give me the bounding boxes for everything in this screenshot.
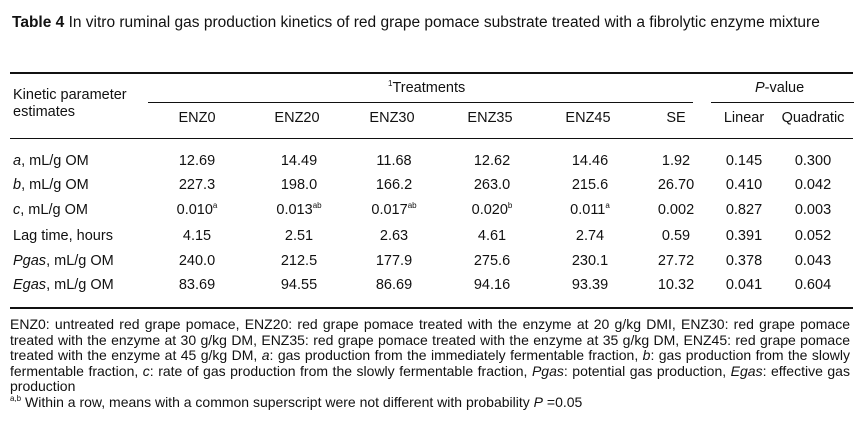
table-cell: 0.300 [794,153,832,169]
table-cell: 0.017ab [371,201,417,219]
table-cell: 83.69 [178,277,216,293]
param-header-line2: estimates [13,104,76,120]
column-header-enz45: ENZ45 [565,110,611,126]
significance-superscript: ab [407,201,417,210]
table-cell: 0.020b [471,201,513,219]
table-cell: 14.49 [280,153,318,169]
table-cell: 0.011a [570,201,610,219]
table-cell: 275.6 [473,253,511,269]
significance-superscript: a [605,201,610,210]
table-cell: 0.010a [176,201,218,219]
table-cell: 2.63 [379,228,409,244]
row-label: c, mL/g OM [13,202,88,218]
table-cell: 0.013ab [276,201,322,219]
table-cell: 263.0 [473,177,511,193]
table-cell: 12.69 [178,153,216,169]
table-cell: 94.55 [280,277,318,293]
table-cell: 10.32 [657,277,695,293]
table-cell: 0.410 [725,177,763,193]
table-cell: 11.68 [376,153,412,169]
column-header-se: SE [666,110,686,126]
table-cell: 230.1 [571,253,609,269]
pvalue-p: P [755,80,765,96]
column-header-enz20: ENZ20 [274,110,320,126]
treatments-footnote-marker: 1 [388,79,393,88]
table-cell: 2.51 [284,228,314,244]
table-cell: 27.72 [657,253,695,269]
pvalue-rule [711,102,854,103]
table-cell: 0.59 [661,228,691,244]
table-cell: 4.61 [477,228,507,244]
row-label: Lag time, hours [13,228,113,244]
table-cell: 94.16 [473,277,511,293]
table-cell: 0.043 [794,253,832,269]
table-cell: 240.0 [178,253,216,269]
table-cell: 86.69 [375,277,413,293]
table-cell: 4.15 [182,228,212,244]
table-cell: 0.003 [794,202,832,218]
table-cell: 0.827 [725,202,763,218]
column-header-enz0: ENZ0 [178,110,216,126]
column-header-quadratic: Quadratic [781,110,845,126]
table-cell: 166.2 [375,177,413,193]
table-cell: 0.002 [657,202,695,218]
table-cell: 212.5 [280,253,318,269]
table-cell: 93.39 [571,277,609,293]
significance-note: a,b Within a row, means with a common su… [10,393,583,410]
significance-superscript: a [212,201,218,210]
table-cell: 198.0 [280,177,318,193]
pvalue-header: P-value [755,80,804,97]
table-cell: 0.145 [725,153,763,169]
table-cell: 227.3 [178,177,216,193]
table-cell: 1.92 [661,153,691,169]
row-label: Egas, mL/g OM [13,277,114,293]
param-header: Kinetic parameter estimates [13,87,127,121]
treatments-rule [148,102,693,103]
abbreviation-note: ENZ0: untreated red grape pomace, ENZ20:… [10,316,850,394]
table-cell: 12.62 [473,153,511,169]
significance-superscript: b [507,201,513,210]
table-cell: 177.9 [375,253,413,269]
header-bottom-rule [10,138,853,139]
table-cell: 215.6 [571,177,609,193]
row-label: Pgas, mL/g OM [13,253,114,269]
param-header-line1: Kinetic parameter [13,87,127,103]
row-label: b, mL/g OM [13,177,89,193]
table-notes: ENZ0: untreated red grape pomace, ENZ20:… [10,316,850,410]
treatments-label: Treatments [392,80,466,96]
table-cell: 2.74 [575,228,605,244]
table-title: In vitro ruminal gas production kinetics… [68,14,820,31]
table-cell: 0.052 [794,228,832,244]
top-rule [10,72,853,74]
table-cell: 0.042 [794,177,832,193]
table-caption: Table 4 In vitro ruminal gas production … [12,13,854,33]
row-label: a, mL/g OM [13,153,89,169]
column-header-linear: Linear [723,110,765,126]
column-header-enz30: ENZ30 [369,110,415,126]
table-label: Table 4 [12,14,65,31]
treatments-header: 1Treatments [388,80,465,97]
pvalue-rest: -value [764,80,805,96]
table-cell: 26.70 [657,177,695,193]
significance-superscript: ab [312,201,322,210]
table-cell: 0.604 [794,277,832,293]
table-cell: 14.46 [571,153,609,169]
table-cell: 0.041 [725,277,763,293]
table-cell: 0.391 [725,228,763,244]
table-cell: 0.378 [725,253,763,269]
column-header-enz35: ENZ35 [467,110,513,126]
table-bottom-rule [10,307,853,309]
